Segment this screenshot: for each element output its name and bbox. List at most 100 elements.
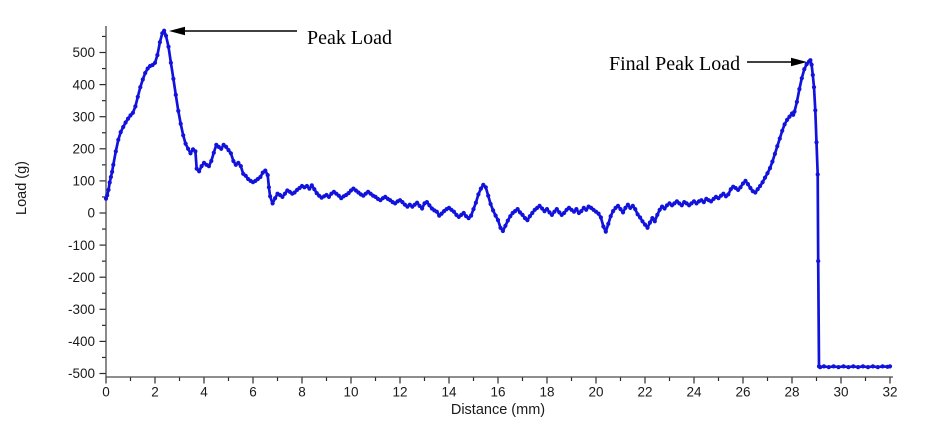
data-point-marker <box>199 164 204 169</box>
data-point-marker <box>473 200 478 205</box>
data-point-marker <box>486 193 491 198</box>
data-point-marker <box>491 208 496 213</box>
data-point-marker <box>544 207 550 212</box>
data-point-marker <box>810 72 815 78</box>
y-tick-label: -200 <box>68 270 95 285</box>
data-point-marker <box>620 210 626 215</box>
y-tick-label: -400 <box>68 334 95 349</box>
y-tick-label: -300 <box>68 302 95 317</box>
data-point-marker <box>701 200 706 205</box>
data-point-marker <box>188 151 193 156</box>
data-point-marker <box>762 175 768 180</box>
data-point-marker <box>618 207 623 212</box>
data-point-marker <box>865 365 871 370</box>
data-point-marker <box>870 364 876 369</box>
data-point-marker <box>171 76 176 81</box>
data-point-marker <box>498 225 503 230</box>
data-point-marker <box>652 219 657 224</box>
data-point-marker <box>836 365 841 370</box>
data-point-marker <box>601 224 606 229</box>
data-point-marker <box>887 364 893 369</box>
data-point-marker <box>181 133 186 138</box>
data-point-marker <box>133 104 138 109</box>
data-point-marker <box>186 146 191 151</box>
data-point-marker <box>280 194 285 199</box>
data-point-marker <box>258 174 263 180</box>
data-point-marker <box>103 196 109 201</box>
x-tick-label: 22 <box>637 385 652 400</box>
data-point-marker <box>775 144 780 149</box>
data-point-marker <box>748 185 753 191</box>
data-point-marker <box>574 207 579 212</box>
data-point-marker <box>106 187 111 192</box>
data-point-marker <box>168 60 173 65</box>
data-point-marker <box>424 200 429 205</box>
data-point-marker <box>615 203 621 208</box>
final-peak-load-annotation: Final Peak Load <box>609 53 807 75</box>
data-point-marker <box>138 85 143 90</box>
data-point-marker <box>554 207 559 212</box>
data-point-marker <box>309 183 314 188</box>
data-point-marker <box>183 141 188 146</box>
x-axis-minor-ticks <box>129 377 867 381</box>
data-point-marker <box>662 206 667 211</box>
data-point-marker <box>508 214 513 219</box>
y-axis-major-ticks: 500 400 300 200 100 0 -100 -200 -300 -400 -500 <box>68 45 106 381</box>
data-point-marker <box>721 191 726 196</box>
data-point-marker <box>400 200 405 205</box>
x-axis-title: Distance (mm) <box>451 402 545 418</box>
data-point-marker <box>282 191 287 196</box>
data-point-marker <box>495 218 501 223</box>
peak-load-annotation: Peak Load <box>169 26 392 49</box>
data-point-marker <box>755 187 760 192</box>
data-point-marker <box>231 158 236 164</box>
data-point-marker <box>236 160 241 165</box>
peak-load-arrowhead-icon <box>169 26 185 36</box>
data-point-marker <box>527 214 533 219</box>
data-point-marker <box>655 212 660 217</box>
data-point-marker <box>206 164 211 169</box>
x-tick-label: 30 <box>833 385 848 400</box>
data-point-marker <box>135 94 140 99</box>
data-point-marker <box>818 365 823 370</box>
data-point-marker <box>530 210 535 216</box>
data-point-marker <box>123 120 128 125</box>
data-point-marker <box>493 213 498 218</box>
data-point-marker <box>611 209 616 214</box>
data-point-marker <box>758 183 763 189</box>
data-point-marker <box>326 194 331 199</box>
x-tick-label: 14 <box>441 385 457 400</box>
data-point-marker <box>461 210 466 216</box>
data-point-marker <box>268 194 273 199</box>
data-point-marker <box>841 364 846 369</box>
peak-load-label: Peak Load <box>307 27 392 49</box>
data-point-marker <box>657 207 662 212</box>
data-point-marker <box>197 169 202 174</box>
data-point-marker <box>476 192 481 197</box>
data-point-marker <box>417 203 422 208</box>
data-point-marker <box>579 209 584 214</box>
data-point-marker <box>794 99 800 104</box>
data-point-marker <box>650 216 655 221</box>
data-point-marker <box>307 186 312 191</box>
data-point-marker <box>292 190 297 195</box>
x-tick-label: 0 <box>102 385 110 400</box>
data-point-marker <box>451 209 456 214</box>
data-point-marker <box>623 205 628 210</box>
data-point-marker <box>608 214 613 219</box>
data-point-marker <box>503 223 508 228</box>
data-point-marker <box>743 178 748 183</box>
data-point-marker <box>880 364 885 369</box>
y-axis-title: Load (g) <box>14 161 30 215</box>
data-point-marker <box>500 228 505 234</box>
data-point-marker <box>126 116 131 121</box>
data-point-marker <box>143 70 148 76</box>
x-tick-label: 4 <box>200 385 208 400</box>
data-point-marker <box>809 62 814 67</box>
data-point-marker <box>238 164 243 169</box>
data-point-marker <box>603 229 608 234</box>
data-point-marker <box>116 137 121 142</box>
data-point-marker <box>488 201 493 207</box>
